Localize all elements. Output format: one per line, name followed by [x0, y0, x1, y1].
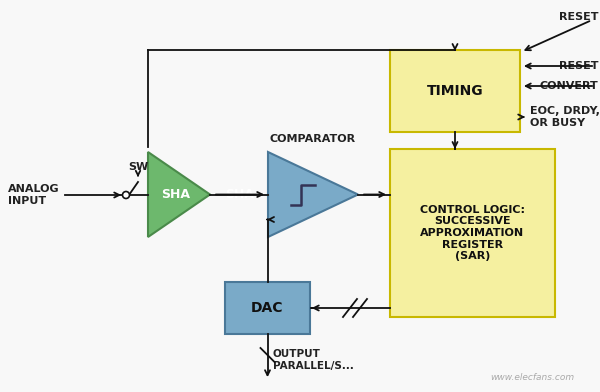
Text: EOC, DRDY,
OR BUSY: EOC, DRDY, OR BUSY: [530, 106, 600, 128]
Text: SHA: SHA: [161, 188, 190, 201]
Text: RESET: RESET: [559, 61, 598, 71]
Text: COMPARATOR: COMPARATOR: [270, 134, 356, 144]
Bar: [225, 282, 310, 334]
Circle shape: [122, 192, 130, 198]
Bar: [390, 149, 555, 317]
Bar: [390, 50, 520, 132]
Text: SHA: SHA: [226, 188, 254, 201]
Polygon shape: [268, 152, 358, 237]
Text: CONVERT: CONVERT: [539, 81, 598, 91]
Text: RESET: RESET: [559, 12, 598, 22]
Text: ANALOG
INPUT: ANALOG INPUT: [8, 184, 59, 206]
Polygon shape: [148, 152, 210, 237]
Text: CONTROL LOGIC:
SUCCESSIVE
APPROXIMATION
REGISTER
(SAR): CONTROL LOGIC: SUCCESSIVE APPROXIMATION …: [420, 205, 525, 261]
Text: DAC: DAC: [251, 301, 284, 315]
Text: TIMING: TIMING: [427, 84, 484, 98]
Text: OUTPUT
PARALLEL/S...: OUTPUT PARALLEL/S...: [272, 349, 353, 371]
Text: www.elecfans.com: www.elecfans.com: [490, 373, 574, 382]
Text: SW: SW: [128, 162, 148, 172]
